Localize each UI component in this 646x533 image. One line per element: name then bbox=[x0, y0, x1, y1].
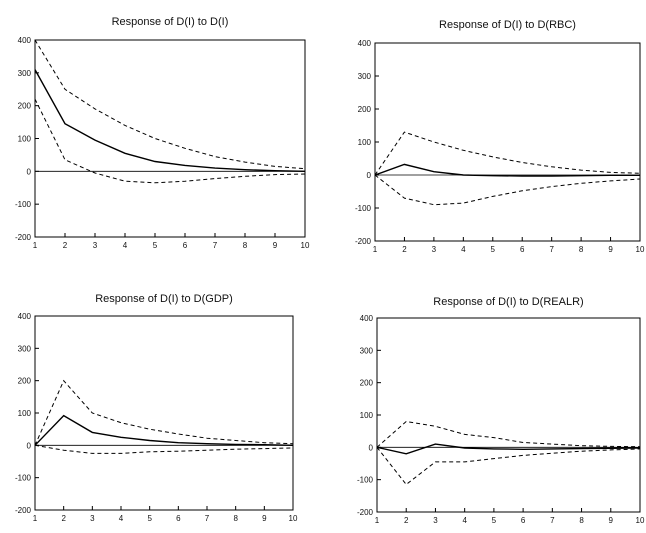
x-tick-label: 8 bbox=[233, 514, 238, 523]
panel-response-to-d-gdp: Response of D(I) to D(GDP) -200 -100 0 100 20… bbox=[15, 293, 298, 523]
x-tick-label: 2 bbox=[402, 245, 407, 254]
response-line bbox=[374, 163, 640, 177]
response-line bbox=[34, 69, 306, 172]
y-tick-label: 300 bbox=[18, 344, 32, 353]
x-tick-label: 3 bbox=[93, 241, 98, 250]
y-tick-label: 400 bbox=[18, 312, 32, 321]
response-line bbox=[34, 414, 294, 446]
y-tick-label: 300 bbox=[18, 69, 32, 78]
plot-frame bbox=[374, 42, 641, 242]
y-tick-label: -200 bbox=[355, 237, 372, 246]
y-tick-label: 200 bbox=[18, 377, 32, 386]
x-tick-label: 2 bbox=[404, 516, 409, 525]
lower-band-line bbox=[34, 98, 306, 184]
upper-band-line bbox=[34, 379, 294, 446]
y-tick-label: 200 bbox=[18, 102, 32, 111]
lower-band-line bbox=[374, 174, 641, 206]
plot-frame bbox=[376, 317, 641, 513]
panel-response-to-d-realr: Response of D(I) to D(REALR) -200 -100 0 100… bbox=[357, 296, 645, 525]
x-tick-label: 6 bbox=[176, 514, 181, 523]
x-tick-label: 8 bbox=[243, 241, 248, 250]
lower-band-line bbox=[376, 446, 641, 486]
y-tick-label: 100 bbox=[360, 411, 374, 420]
x-tick-label: 7 bbox=[550, 516, 555, 525]
response-line bbox=[376, 443, 641, 455]
y-tick-label: 300 bbox=[360, 346, 374, 355]
x-tick-label: 3 bbox=[432, 245, 437, 254]
x-tick-label: 10 bbox=[636, 516, 645, 525]
x-tick-label: 5 bbox=[491, 245, 496, 254]
y-tick-label: 400 bbox=[360, 314, 374, 323]
x-tick-label: 4 bbox=[462, 516, 467, 525]
y-tick-label: 300 bbox=[358, 72, 372, 81]
y-tick-label: 100 bbox=[18, 409, 32, 418]
y-tick-label: 400 bbox=[18, 36, 32, 45]
y-tick-label: 200 bbox=[358, 105, 372, 114]
lower-band-line bbox=[34, 444, 294, 454]
y-tick-label: 0 bbox=[27, 441, 32, 450]
upper-band-line bbox=[374, 131, 641, 176]
x-tick-label: 6 bbox=[520, 245, 525, 254]
x-tick-label: 9 bbox=[262, 514, 267, 523]
x-tick-label: 6 bbox=[183, 241, 188, 250]
x-tick-label: 5 bbox=[147, 514, 152, 523]
chart-title: Response of D(I) to D(REALR) bbox=[433, 296, 583, 308]
chart-title: Response of D(I) to D(I) bbox=[112, 16, 229, 28]
x-tick-label: 9 bbox=[273, 241, 278, 250]
x-tick-label: 10 bbox=[636, 245, 645, 254]
x-tick-label: 3 bbox=[433, 516, 438, 525]
y-tick-label: -200 bbox=[357, 508, 374, 517]
y-tick-label: -200 bbox=[15, 233, 32, 242]
x-tick-label: 2 bbox=[63, 241, 68, 250]
y-tick-label: 400 bbox=[358, 39, 372, 48]
x-tick-label: 2 bbox=[61, 514, 66, 523]
x-tick-label: 1 bbox=[33, 241, 38, 250]
y-tick-label: 0 bbox=[27, 167, 32, 176]
panel-response-to-d-rbc: Response of D(I) to D(RBC) -200 -100 0 100 20… bbox=[355, 19, 645, 254]
upper-band-line bbox=[34, 39, 306, 170]
x-tick-label: 4 bbox=[123, 241, 128, 250]
x-tick-label: 10 bbox=[301, 241, 310, 250]
x-tick-label: 8 bbox=[579, 516, 584, 525]
plot-frame bbox=[34, 39, 306, 238]
x-tick-label: 7 bbox=[205, 514, 210, 523]
y-tick-label: -100 bbox=[15, 200, 32, 209]
x-tick-label: 4 bbox=[461, 245, 466, 254]
y-tick-label: 100 bbox=[18, 135, 32, 144]
x-tick-label: 1 bbox=[373, 245, 378, 254]
chart-title: Response of D(I) to D(GDP) bbox=[95, 293, 233, 305]
x-tick-label: 1 bbox=[33, 514, 38, 523]
plot-frame bbox=[34, 315, 294, 511]
x-tick-label: 1 bbox=[375, 516, 380, 525]
y-tick-label: -100 bbox=[15, 474, 32, 483]
x-tick-label: 5 bbox=[153, 241, 158, 250]
x-tick-label: 4 bbox=[119, 514, 124, 523]
y-tick-label: -200 bbox=[15, 506, 32, 515]
x-tick-label: 7 bbox=[213, 241, 218, 250]
x-tick-label: 9 bbox=[609, 516, 614, 525]
chart-title: Response of D(I) to D(RBC) bbox=[439, 19, 576, 31]
x-tick-label: 6 bbox=[521, 516, 526, 525]
x-tick-label: 3 bbox=[90, 514, 95, 523]
x-tick-label: 7 bbox=[549, 245, 554, 254]
x-tick-label: 8 bbox=[579, 245, 584, 254]
panel-response-to-d-i: Response of D(I) to D(I) -200 -100 0 100 200 3… bbox=[15, 16, 310, 250]
x-tick-label: 9 bbox=[608, 245, 613, 254]
y-tick-label: 0 bbox=[367, 171, 372, 180]
y-tick-label: 100 bbox=[358, 138, 372, 147]
upper-band-line bbox=[376, 420, 641, 448]
y-tick-label: -100 bbox=[357, 476, 374, 485]
x-tick-label: 5 bbox=[492, 516, 497, 525]
y-tick-label: 200 bbox=[360, 379, 374, 388]
x-tick-label: 10 bbox=[289, 514, 298, 523]
y-tick-label: -100 bbox=[355, 204, 372, 213]
y-tick-label: 0 bbox=[369, 443, 374, 452]
